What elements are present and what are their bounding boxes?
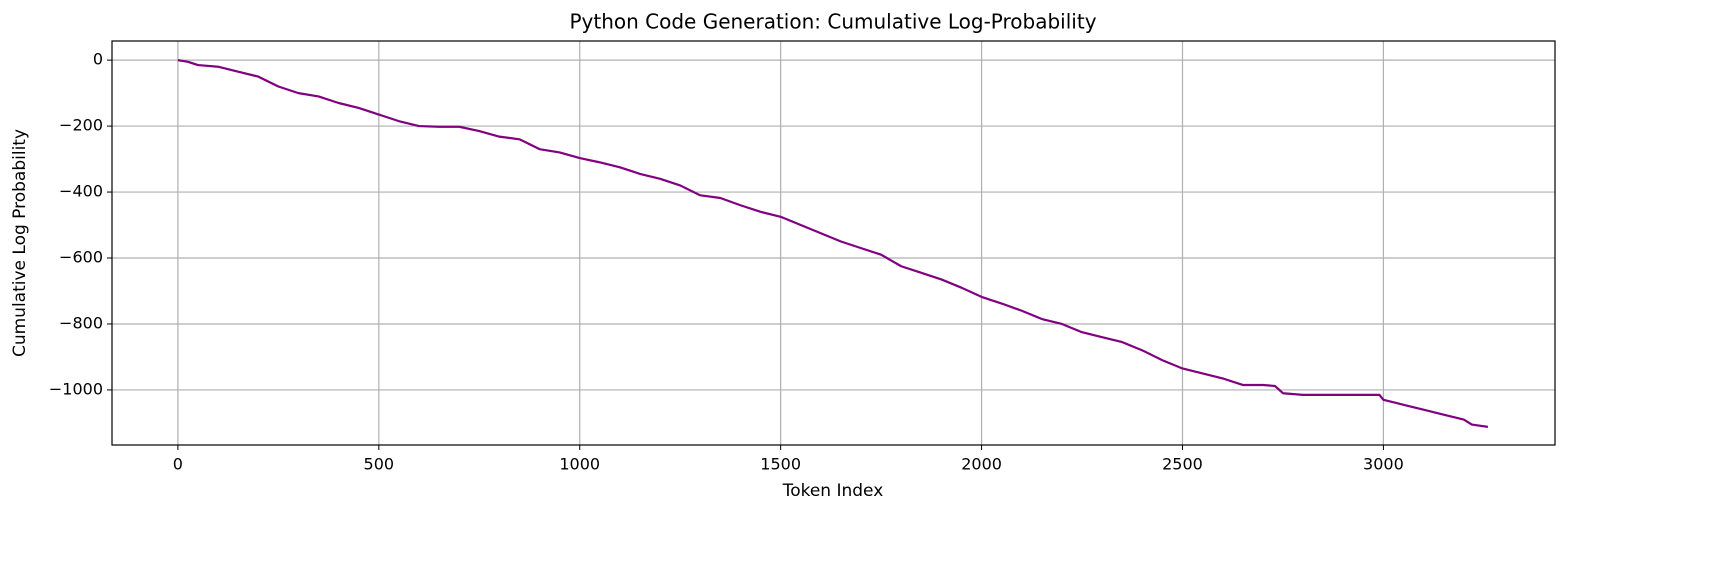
y-axis-label: Cumulative Log Probability	[10, 129, 30, 357]
y-tick-label: −1000	[49, 379, 103, 398]
plot-frame	[111, 40, 1556, 446]
y-tick-label: −200	[59, 116, 103, 135]
x-tick-label: 2500	[1162, 455, 1203, 474]
x-axis-label: Token Index	[782, 481, 884, 501]
y-tick-label: −400	[59, 182, 103, 201]
x-tick-label: 1500	[760, 455, 801, 474]
x-tick-label: 500	[364, 455, 395, 474]
chart-title: Python Code Generation: Cumulative Log-P…	[569, 10, 1096, 34]
x-tick-label: 3000	[1363, 455, 1404, 474]
line	[177, 59, 1489, 428]
x-tick-label: 1000	[559, 455, 600, 474]
y-tick-label: −800	[59, 313, 103, 332]
y-tick-label: 0	[93, 50, 103, 69]
x-tick-label: 0	[173, 455, 183, 474]
y-tick-label: −600	[59, 248, 103, 267]
x-tick-label: 2000	[961, 455, 1002, 474]
